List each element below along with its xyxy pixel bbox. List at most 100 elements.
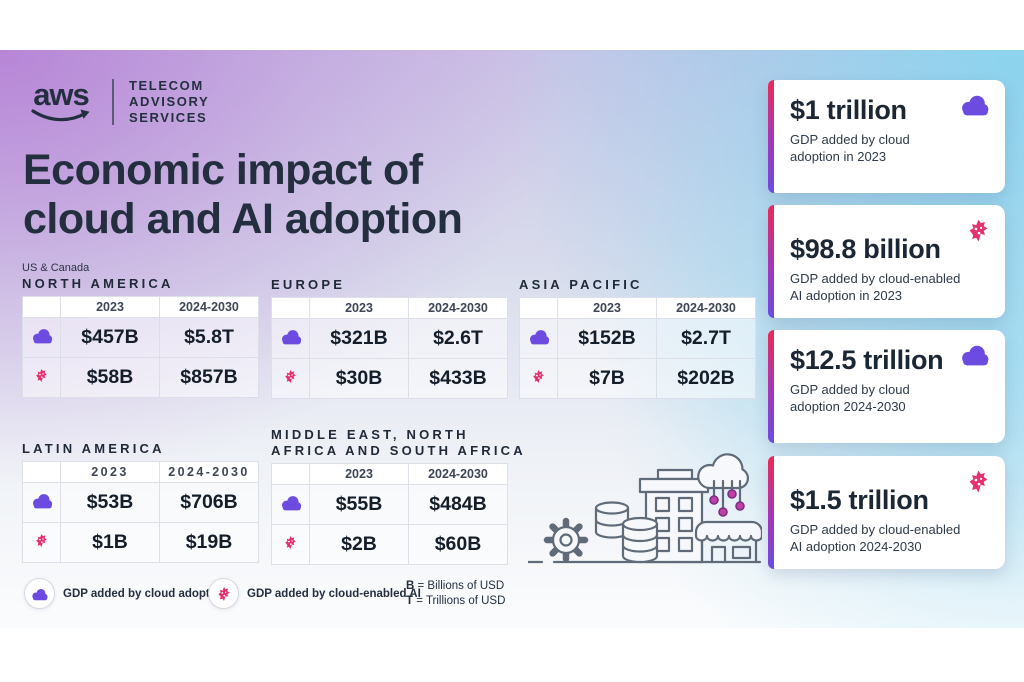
stat-card-ai-2023: $98.8 billion GDP added by cloud-enabled… — [768, 205, 1005, 318]
table-title: EUROPE — [271, 277, 346, 292]
table-row: $7B $202B — [519, 358, 756, 399]
table-row: $1B $19B — [22, 522, 259, 563]
stat-card-cloud-2024-2030: $12.5 trillion GDP added by cloud adoptio… — [768, 330, 1005, 443]
table-row: $58B $857B — [22, 357, 259, 398]
aws-wordmark: aws — [33, 76, 90, 112]
legend-item-cloud: GDP added by cloud adoption — [24, 578, 227, 609]
cloud-icon — [24, 578, 55, 609]
table-group-mena-sa: MIDDLE EAST, NORTH AFRICA AND SOUTH AFRI… — [271, 426, 526, 565]
value-cell: $484B — [408, 484, 508, 525]
table-title-line: MIDDLE EAST, NORTH — [271, 427, 469, 442]
value-cell: $53B — [60, 482, 160, 523]
icon-column-header — [271, 297, 310, 319]
value-cell: $2.7T — [656, 318, 756, 359]
legend-label: GDP added by cloud adoption — [63, 587, 227, 600]
value-cell: $5.8T — [159, 317, 259, 358]
city-cloud-illustration — [528, 453, 762, 564]
column-header: 2024-2030 — [408, 297, 508, 319]
cloud-icon — [271, 484, 310, 525]
table-row: $2B $60B — [271, 524, 508, 565]
column-header: 2024-2030 — [408, 463, 508, 485]
icon-column-header — [22, 461, 61, 483]
table-group-asia-pacific: ASIA PACIFIC 2023 2024-2030 $152B $2.7T — [519, 276, 757, 399]
table-title: ASIA PACIFIC — [519, 277, 643, 292]
column-header: 2024-2030 — [159, 296, 259, 318]
column-header: 2023 — [309, 463, 409, 485]
brand-lockup: aws TELECOM ADVISORY SERVICES — [25, 78, 209, 126]
page-title: Economic impact of cloud and AI adoption — [23, 146, 463, 244]
value-cell: $457B — [60, 317, 160, 358]
value-cell: $706B — [159, 482, 259, 523]
column-header: 2024-2030 — [656, 297, 756, 319]
value-cell: $202B — [656, 358, 756, 399]
value-cell: $857B — [159, 357, 259, 398]
division-line: TELECOM — [129, 78, 204, 93]
icon-column-header — [519, 297, 558, 319]
stat-description: GDP added by cloud-enabled AI adoption 20… — [790, 522, 961, 554]
data-table: 2023 2024-2030 $152B $2.7T $7B $202 — [519, 297, 756, 399]
value-cell: $19B — [159, 522, 259, 563]
division-name: TELECOM ADVISORY SERVICES — [129, 78, 209, 126]
table-row: $457B $5.8T — [22, 317, 259, 358]
cloud-icon — [271, 318, 310, 359]
stat-value: $1 trillion — [790, 95, 907, 125]
table-row: $30B $433B — [271, 358, 508, 399]
stat-description: GDP added by cloud adoption 2024-2030 — [790, 382, 910, 414]
table-title: NORTH AMERICA — [22, 276, 174, 291]
stat-value: $1.5 trillion — [790, 485, 929, 515]
legend-item-ai: GDP added by cloud-enabled AI — [208, 578, 421, 609]
table-title: LATIN AMERICA — [22, 441, 165, 456]
title-line: Economic impact of — [23, 146, 423, 194]
value-cell: $321B — [309, 318, 409, 359]
data-table: 2023 2024-2030 $55B $484B $2B $60B — [271, 463, 508, 565]
aws-logo: aws — [25, 76, 97, 123]
column-header: 2023 — [309, 297, 409, 319]
stat-description: GDP added by cloud adoption in 2023 — [790, 132, 910, 164]
ai-icon — [519, 358, 558, 399]
icon-column-header — [271, 463, 310, 485]
ai-icon — [966, 218, 991, 248]
table-row: $321B $2.6T — [271, 318, 508, 359]
stat-value: $12.5 trillion — [790, 345, 944, 375]
value-cell: $7B — [557, 358, 657, 399]
data-table: 2023 2024-2030 $457B $5.8T $58B $85 — [22, 296, 259, 398]
cloud-icon — [22, 317, 61, 358]
value-cell: $433B — [408, 358, 508, 399]
data-table: 2023 2024-2030 $321B $2.6T $30B $43 — [271, 297, 508, 399]
table-group-north-america: US & Canada NORTH AMERICA 2023 2024-2030… — [22, 262, 260, 398]
abbreviation-notes: B = Billions of USD T = Trillions of USD — [406, 579, 505, 609]
ai-icon — [271, 524, 310, 565]
legend-label: GDP added by cloud-enabled AI — [247, 587, 421, 600]
value-cell: $2.6T — [408, 318, 508, 359]
table-suptitle: US & Canada — [22, 262, 90, 274]
cloud-icon — [519, 318, 558, 359]
table-row: $55B $484B — [271, 484, 508, 525]
value-cell: $1B — [60, 522, 160, 563]
table-group-europe: EUROPE 2023 2024-2030 $321B $2.6T — [271, 276, 509, 399]
stat-description: GDP added by cloud-enabled AI adoption in… — [790, 271, 961, 303]
value-cell: $55B — [309, 484, 409, 525]
value-cell: $2B — [309, 524, 409, 565]
value-cell: $60B — [408, 524, 508, 565]
icon-column-header — [22, 296, 61, 318]
table-group-latin-america: LATIN AMERICA 2023 2024-2030 $53B $706B — [22, 440, 260, 563]
value-cell: $58B — [60, 357, 160, 398]
column-header: 2023 — [557, 297, 657, 319]
background-gradient: aws TELECOM ADVISORY SERVICES Economic i… — [0, 50, 1024, 628]
column-header: 2024-2030 — [159, 461, 259, 483]
division-line: SERVICES — [129, 110, 208, 125]
ai-icon — [208, 578, 239, 609]
stat-card-ai-2024-2030: $1.5 trillion GDP added by cloud-enabled… — [768, 456, 1005, 569]
aws-smile-icon — [31, 108, 90, 121]
value-cell: $152B — [557, 318, 657, 359]
cloud-icon — [958, 343, 991, 371]
ai-icon — [22, 522, 61, 563]
ai-icon — [271, 358, 310, 399]
table-row: $53B $706B — [22, 482, 259, 523]
title-line: cloud and AI adoption — [23, 195, 463, 243]
table-title-line: AFRICA AND SOUTH AFRICA — [271, 443, 526, 458]
division-line: ADVISORY — [129, 94, 210, 109]
note-line: B = Billions of USD — [406, 580, 505, 592]
cloud-icon — [22, 482, 61, 523]
